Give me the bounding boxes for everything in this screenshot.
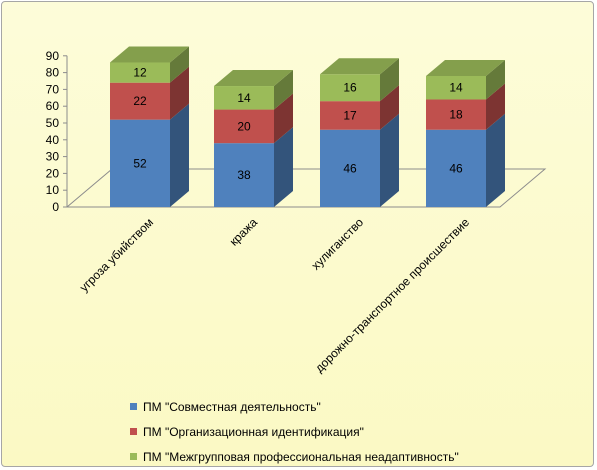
bar-segment-front <box>214 143 274 207</box>
legend-swatch-series-2 <box>130 428 137 435</box>
legend-swatch-series-3 <box>130 453 137 460</box>
bar-segment-front <box>320 129 380 207</box>
data-label: 14 <box>237 91 251 105</box>
data-label: 46 <box>343 161 357 175</box>
bar-segment-side <box>486 113 505 207</box>
bar-segment-front <box>426 99 486 130</box>
data-label: 18 <box>449 108 463 122</box>
bar-segment-front <box>110 62 170 83</box>
y-tick-label: 40 <box>46 133 60 147</box>
y-tick-label: 0 <box>52 200 59 214</box>
bar-segment-front <box>426 75 486 100</box>
bar-segment-side <box>380 85 399 130</box>
bar-segment-side <box>486 83 505 130</box>
bar-segment-side <box>274 70 293 110</box>
y-tick-label: 90 <box>46 49 60 63</box>
legend-label-series-3: ПМ "Межгрупповая профессиональная неадап… <box>143 449 459 464</box>
y-tick-label: 20 <box>46 166 60 180</box>
data-label: 22 <box>133 94 147 108</box>
data-label: 14 <box>449 81 463 95</box>
y-tick-label: 30 <box>46 150 60 164</box>
chart-legend: ПМ "Совместная деятельность" ПМ "Организ… <box>130 394 500 469</box>
y-tick-label: 60 <box>46 99 60 113</box>
bar-segment-side <box>380 113 399 207</box>
y-tick-label: 50 <box>46 116 60 130</box>
bar-segment-side <box>486 59 505 100</box>
bar-segment-front <box>214 86 274 110</box>
bar-segment-front <box>320 74 380 102</box>
legend-item-series-1: ПМ "Совместная деятельность" <box>130 394 500 419</box>
data-label: 46 <box>449 161 463 175</box>
bar-segment-side <box>380 58 399 102</box>
bar-segment-side <box>170 103 189 207</box>
y-tick-label: 70 <box>46 82 60 96</box>
bar-segment-side <box>274 127 293 207</box>
legend-item-series-2: ПМ "Организационная идентификация" <box>130 419 500 444</box>
x-category-label: кража <box>227 215 261 249</box>
data-label: 12 <box>133 66 147 80</box>
bar-segment-side <box>170 46 189 83</box>
bar-top <box>426 59 505 76</box>
bar-top <box>320 58 399 75</box>
bar-segment-front <box>110 119 170 207</box>
y-tick-label: 80 <box>46 66 60 80</box>
bar-segment-front <box>320 101 380 130</box>
data-label: 20 <box>237 119 251 133</box>
bar-segment-front <box>214 109 274 144</box>
data-label: 38 <box>237 168 251 182</box>
data-label: 52 <box>133 156 147 170</box>
y-tick-label: 10 <box>46 183 60 197</box>
x-category-label: угроза убийством <box>77 215 156 294</box>
legend-label-series-2: ПМ "Организационная идентификация" <box>143 424 364 439</box>
x-category-label: хулиганство <box>309 215 367 273</box>
bar-segment-front <box>110 82 170 120</box>
data-label: 17 <box>343 108 357 122</box>
legend-label-series-1: ПМ "Совместная деятельность" <box>143 399 321 414</box>
bar-segment-side <box>274 93 293 144</box>
bar-segment-side <box>170 66 189 120</box>
legend-swatch-series-1 <box>130 403 137 410</box>
bar-top <box>110 46 189 63</box>
data-label: 16 <box>343 81 357 95</box>
legend-item-series-3: ПМ "Межгрупповая профессиональная неадап… <box>130 444 500 469</box>
bar-segment-front <box>426 129 486 207</box>
bar-top <box>214 70 293 87</box>
